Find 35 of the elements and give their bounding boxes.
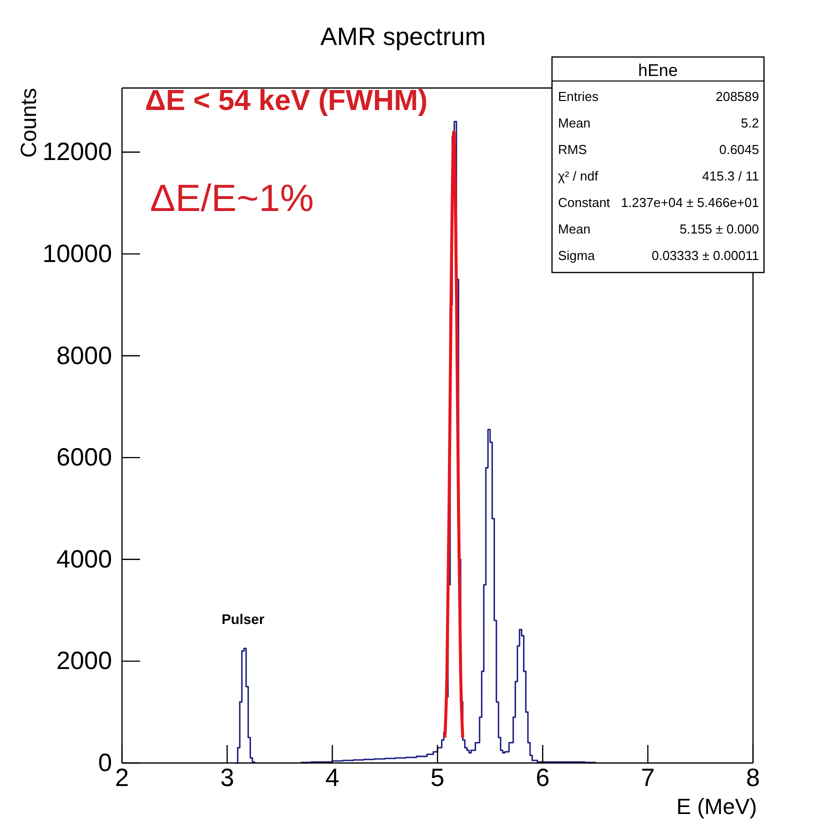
y-tick-label: 6000 — [56, 444, 112, 472]
annotation: 208589 — [716, 89, 759, 104]
y-tick-label: 2000 — [56, 647, 112, 676]
annotation: 5.2 — [740, 116, 759, 130]
annotation: 0.03333 ± 0.00011 — [652, 248, 759, 263]
y-tick-label: 0 — [98, 749, 112, 777]
y-tick-label: 10000 — [42, 240, 112, 268]
annotation: Mean — [558, 222, 591, 236]
annotation: 415.3 / 11 — [702, 168, 759, 184]
annotation: Sigma — [558, 248, 596, 263]
annotation: Pulser — [222, 611, 265, 627]
y-tick-label: 4000 — [56, 545, 112, 574]
annotation: 5.155 ± 0.000 — [680, 222, 759, 236]
x-axis-title: E (MeV) — [676, 794, 757, 819]
chart-title: AMR spectrum — [320, 23, 486, 51]
annotation: ΔE/E~1% — [150, 178, 314, 220]
annotation: χ² / ndf — [558, 168, 598, 184]
x-tick-label: 6 — [536, 764, 550, 792]
annotation: 0.6045 — [719, 142, 759, 157]
annotation: Constant — [558, 195, 610, 210]
annotation: RMS — [558, 142, 588, 157]
x-tick-label: 5 — [430, 764, 444, 792]
x-tick-label: 2 — [115, 764, 129, 792]
annotation: 1.237e+04 ± 5.466e+01 — [621, 195, 759, 210]
x-tick-label: 7 — [640, 764, 655, 792]
y-axis-title: Counts — [16, 88, 41, 158]
y-tick-label: 8000 — [56, 342, 112, 370]
annotation: Mean — [558, 116, 591, 130]
x-tick-label: 3 — [220, 764, 234, 792]
y-tick-label: 12000 — [42, 138, 112, 166]
annotation: Entries — [558, 89, 599, 104]
x-tick-label: 4 — [325, 764, 340, 792]
text: hEne — [638, 61, 678, 80]
x-tick-label: 8 — [746, 764, 760, 792]
annotation: ΔE < 54 keV (FWHM) — [145, 85, 428, 117]
